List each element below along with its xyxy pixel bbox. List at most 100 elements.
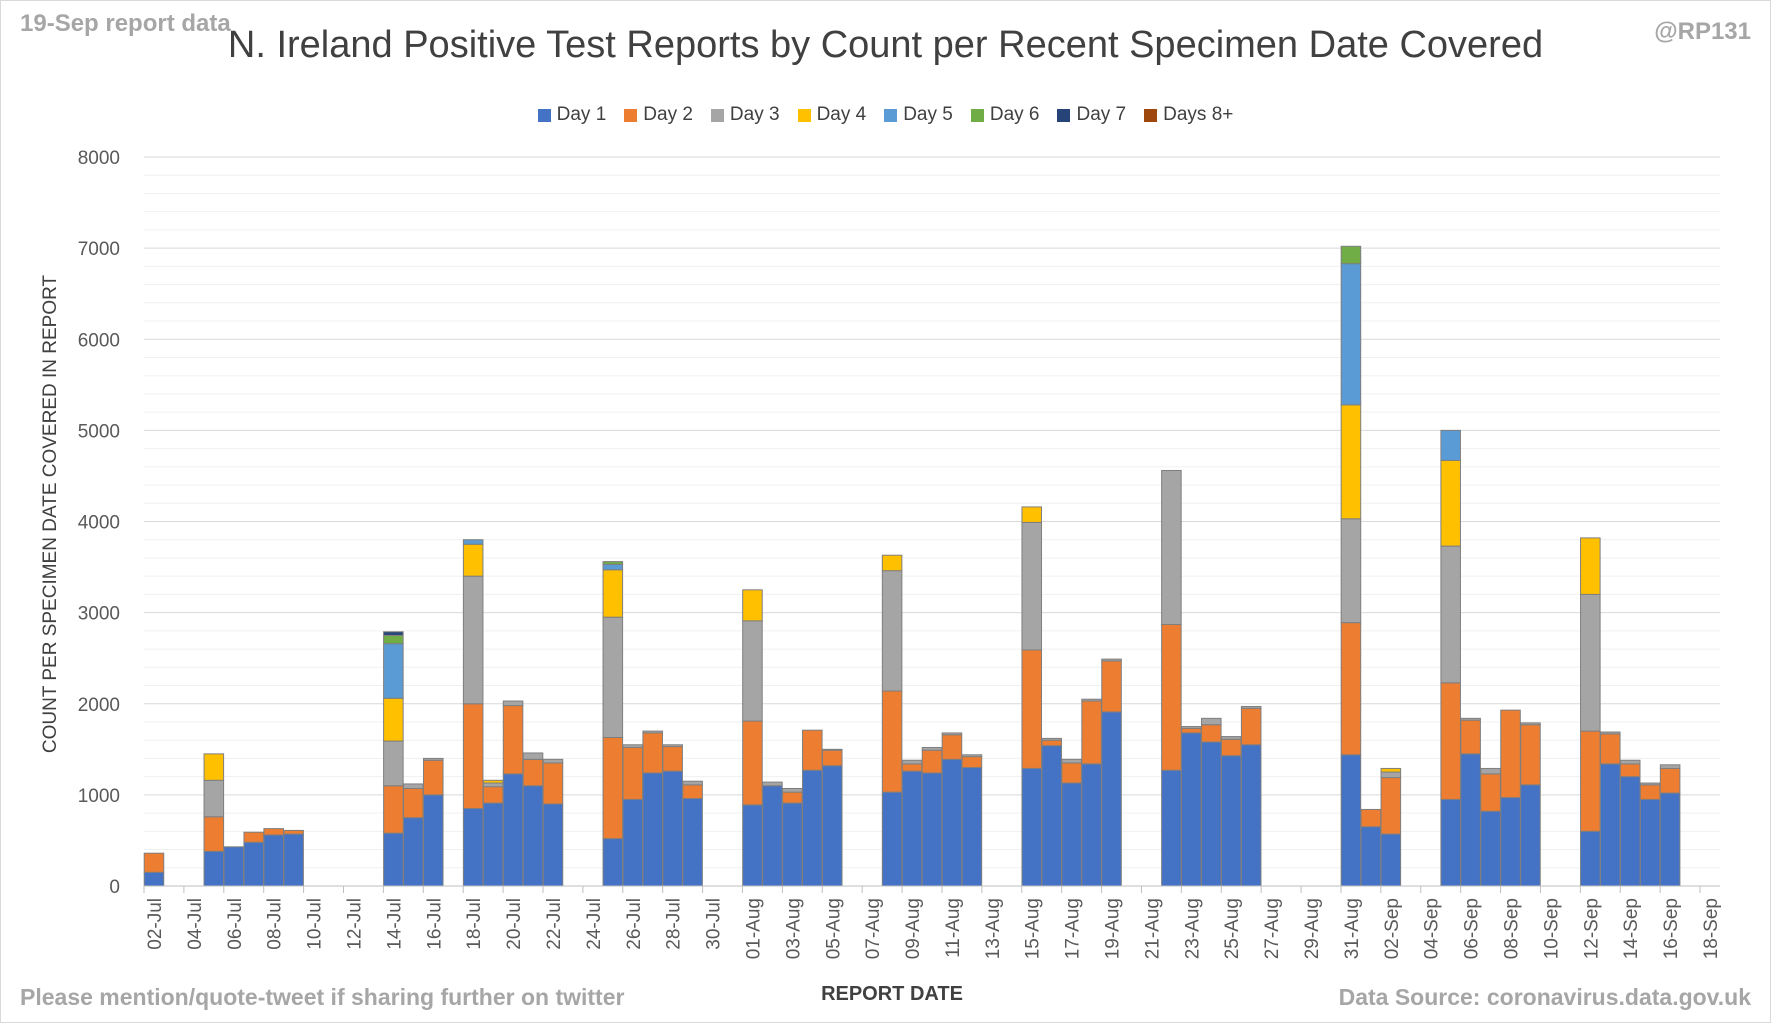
y-tick-label: 8000 — [78, 148, 120, 169]
bar-segment-15-Aug-day-2 — [1021, 649, 1043, 769]
x-tick-label: 06-Sep — [1462, 898, 1483, 959]
bar-segment-09-Aug-day-2 — [901, 763, 923, 772]
bar-segment-12-Sep-day-4 — [1580, 537, 1601, 595]
legend-swatch — [537, 108, 551, 122]
bar-segment-05-Jul-day-3 — [203, 779, 225, 818]
report-date-label: 19-Sep report data — [20, 10, 231, 37]
bar-segment-09-Sep-day-3 — [1520, 722, 1541, 726]
x-tick-label: 11-Aug — [943, 898, 964, 958]
legend-item-days-8-: Days 8+ — [1144, 104, 1233, 126]
bar-segment-29-Jul-day-1 — [682, 798, 703, 887]
x-tick-label: 20-Jul — [504, 898, 525, 950]
bar-segment-19-Aug-day-2 — [1101, 660, 1122, 713]
bar-segment-04-Aug-day-1 — [802, 769, 823, 887]
y-tick-label: 6000 — [78, 330, 120, 351]
legend-swatch — [797, 108, 811, 122]
legend-item-day-1: Day 1 — [537, 104, 606, 126]
bar-segment-20-Jul-day-2 — [502, 705, 524, 775]
bar-segment-21-Jul-day-2 — [522, 758, 544, 787]
bar-segment-12-Sep-day-2 — [1580, 730, 1601, 832]
bar-segment-09-Aug-day-1 — [901, 770, 923, 887]
bar-segment-19-Jul-day-4 — [482, 779, 504, 784]
bar-segment-25-Aug-day-3 — [1220, 736, 1242, 740]
bar-segment-26-Jul-day-2 — [622, 746, 644, 800]
bar-segment-19-Aug-day-3 — [1101, 658, 1122, 662]
bar-segment-06-Sep-day-1 — [1460, 753, 1481, 887]
bar-segment-27-Jul-day-3 — [642, 730, 663, 734]
bar-segment-03-Aug-day-2 — [782, 791, 803, 804]
x-tick-label: 02-Jul — [145, 898, 166, 950]
x-tick-label: 16-Jul — [424, 898, 445, 950]
axes: 0 1000 2000 3000 4000 5000 6000 7000 8000 02-Jul 0… — [78, 148, 1722, 959]
bar-segment-26-Aug-day-1 — [1240, 744, 1262, 887]
bar-segment-26-Jul-day-3 — [622, 744, 644, 748]
bar-segment-05-Sep-day-4 — [1440, 459, 1461, 547]
bar-segment-02-Sep-day-4 — [1380, 767, 1402, 773]
bar-segment-15-Sep-day-1 — [1639, 798, 1661, 887]
x-tick-label: 08-Sep — [1502, 898, 1523, 959]
legend-swatch — [1057, 108, 1071, 122]
bar-segment-16-Aug-day-2 — [1041, 739, 1062, 747]
x-tick-label: 16-Sep — [1661, 898, 1682, 959]
footer-note: Please mention/quote-tweet if sharing fu… — [20, 984, 625, 1010]
bar-segment-05-Sep-day-1 — [1440, 798, 1461, 887]
bar-segment-25-Jul-day-1 — [602, 838, 624, 887]
x-tick-label: 26-Jul — [624, 898, 645, 950]
bar-segment-22-Jul-day-2 — [542, 762, 564, 805]
legend-swatch — [970, 108, 984, 122]
bar-segment-31-Aug-day-3 — [1340, 518, 1362, 624]
bar-segment-02-Aug-day-3 — [762, 781, 783, 787]
bar-segment-16-Jul-day-3 — [422, 757, 444, 761]
bar-segment-27-Jul-day-1 — [642, 772, 663, 887]
bar-segment-05-Aug-day-2 — [821, 749, 843, 767]
bar-segment-15-Aug-day-4 — [1021, 506, 1043, 523]
bar-segment-12-Aug-day-3 — [961, 754, 983, 758]
bar-segment-05-Sep-day-2 — [1440, 682, 1461, 800]
bar-segment-03-Aug-day-1 — [782, 802, 803, 887]
bar-segment-22-Aug-day-1 — [1161, 769, 1182, 887]
legend-swatch — [1144, 108, 1158, 122]
bar-segment-11-Aug-day-1 — [941, 758, 963, 887]
bars — [143, 245, 1681, 887]
bar-segment-19-Aug-day-1 — [1101, 711, 1122, 887]
legend-label: Days 8+ — [1163, 104, 1234, 125]
x-tick-label: 08-Jul — [265, 898, 286, 950]
bar-segment-18-Jul-day-2 — [462, 703, 484, 810]
legend-item-day-2: Day 2 — [624, 104, 693, 126]
legend-item-day-5: Day 5 — [884, 104, 953, 126]
bar-segment-06-Sep-day-2 — [1460, 719, 1481, 755]
bar-segment-14-Jul-day-4 — [383, 697, 404, 742]
x-tick-label: 14-Sep — [1621, 898, 1642, 959]
x-tick-label: 06-Jul — [225, 898, 246, 950]
data-source: Data Source: coronavirus.data.gov.uk — [1338, 984, 1751, 1010]
bar-segment-05-Aug-day-3 — [821, 748, 843, 751]
x-tick-label: 24-Jul — [584, 898, 605, 950]
legend-item-day-3: Day 3 — [710, 104, 780, 126]
legend-label: Day 4 — [816, 104, 867, 125]
x-tick-label: 18-Jul — [464, 898, 485, 950]
bar-segment-22-Jul-day-3 — [542, 758, 564, 764]
bar-segment-02-Jul-day-1 — [143, 871, 165, 887]
legend-swatch — [624, 108, 638, 122]
x-tick-label: 19-Aug — [1103, 898, 1124, 959]
chart-legend: Day 1 Day 2 Day 3 Day 4 Day 5 Day 6 Day 7 Days … — [0, 104, 1771, 126]
bar-segment-25-Jul-day-2 — [602, 736, 624, 840]
bar-segment-08-Sep-day-1 — [1500, 797, 1521, 887]
y-axis-label: COUNT PER SPECIMEN DATE COVERED IN REPOR… — [40, 274, 61, 753]
bar-segment-18-Jul-day-1 — [462, 808, 484, 887]
bar-segment-28-Jul-day-1 — [662, 770, 683, 887]
x-tick-label: 02-Sep — [1382, 898, 1403, 959]
bar-segment-28-Jul-day-2 — [662, 746, 683, 772]
bar-segment-31-Aug-day-6 — [1340, 245, 1362, 265]
bar-segment-16-Sep-day-2 — [1659, 767, 1681, 794]
bar-segment-22-Aug-day-2 — [1161, 623, 1182, 771]
bar-segment-15-Jul-day-1 — [403, 817, 424, 887]
bar-segment-14-Jul-day-2 — [383, 785, 404, 834]
x-tick-label: 01-Aug — [743, 898, 764, 959]
bar-segment-25-Aug-day-2 — [1220, 738, 1242, 757]
bar-segment-14-Sep-day-1 — [1619, 776, 1641, 887]
bar-segment-17-Aug-day-2 — [1061, 762, 1082, 784]
bar-segment-27-Jul-day-2 — [642, 732, 663, 774]
x-tick-label: 05-Aug — [823, 898, 844, 959]
x-tick-label: 27-Aug — [1262, 898, 1283, 959]
